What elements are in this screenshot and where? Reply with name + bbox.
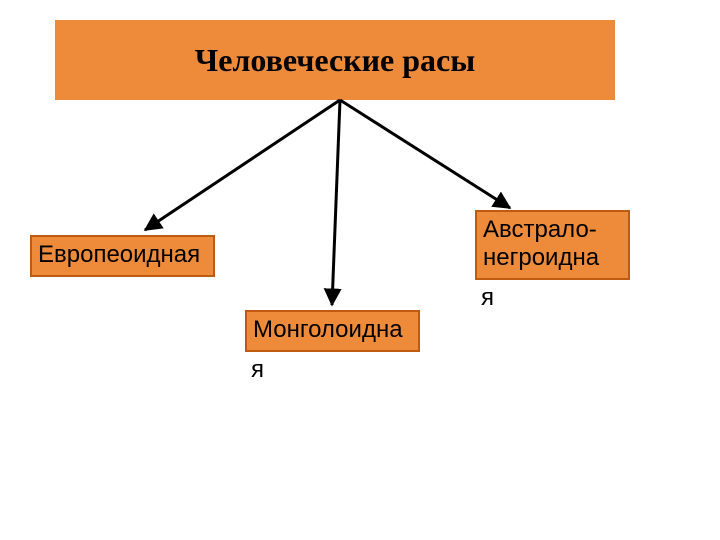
node-mongol: Монголоидна xyxy=(245,310,420,352)
arrow-line xyxy=(340,100,510,208)
node-mongol-overflow: я xyxy=(245,352,420,388)
node-austral: Австрало-негроидна xyxy=(475,210,630,280)
arrow-line xyxy=(145,100,340,230)
node-austral-overflow: я xyxy=(475,280,630,316)
arrow-line xyxy=(332,100,340,305)
node-europe: Европеоидная xyxy=(30,235,215,277)
diagram-title: Человеческие расы xyxy=(55,20,615,100)
